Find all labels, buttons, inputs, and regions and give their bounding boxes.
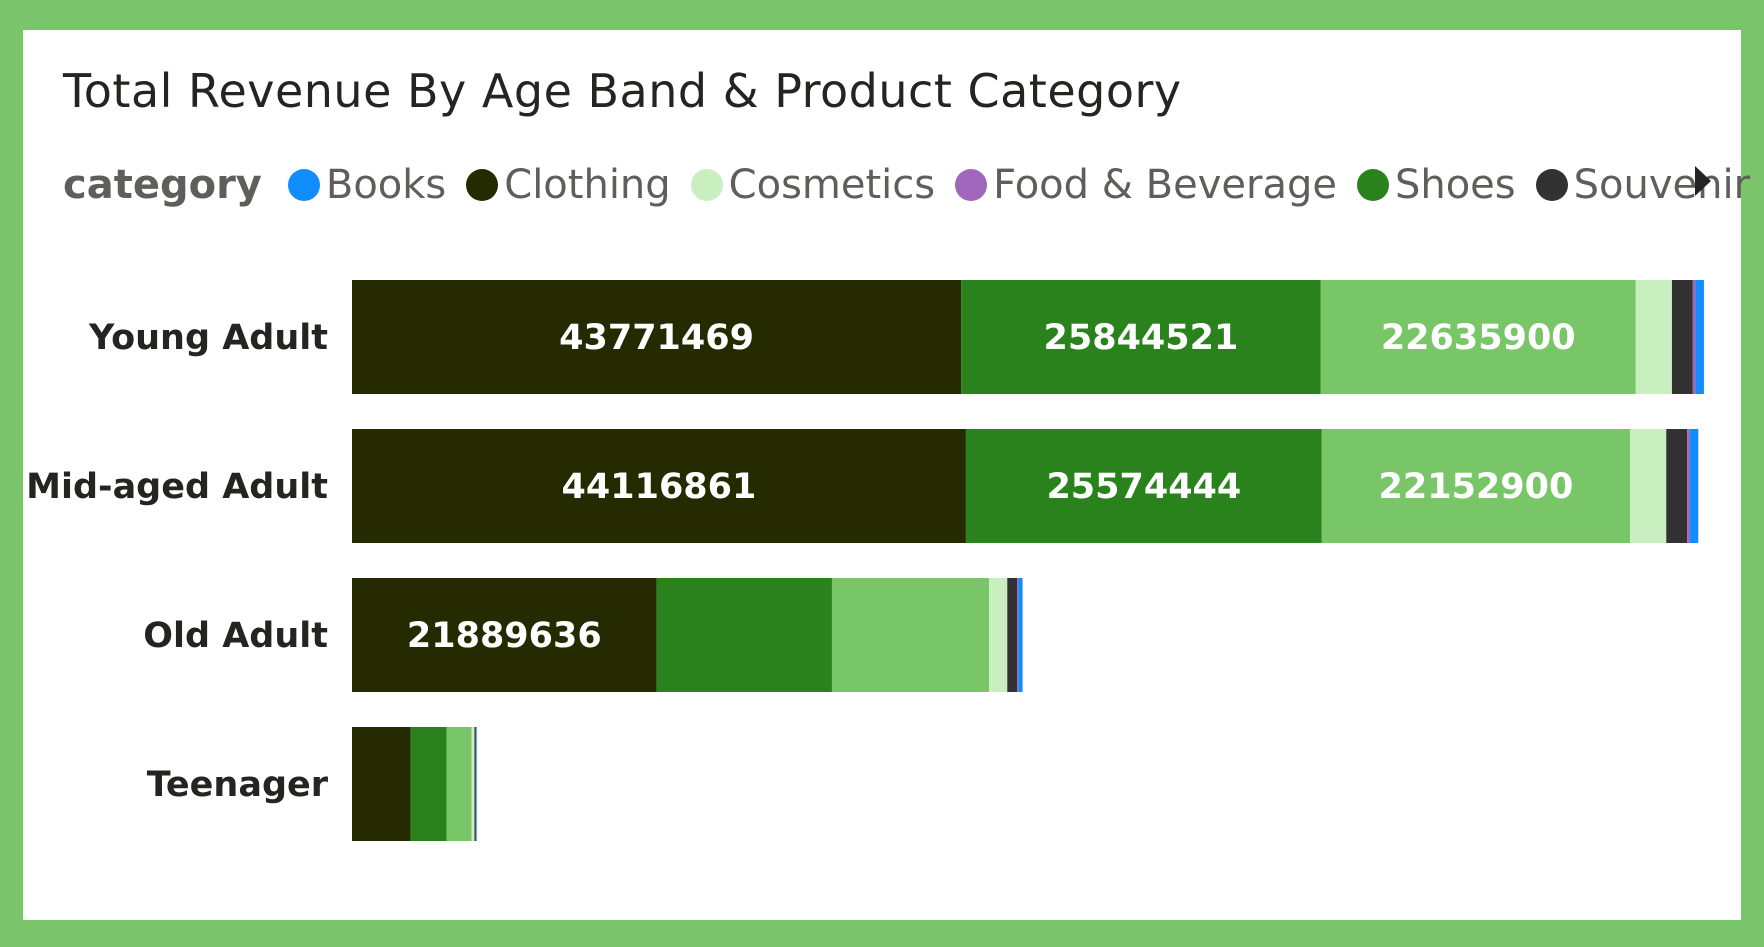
bar-segment[interactable] bbox=[965, 429, 1322, 543]
bar-segment[interactable] bbox=[446, 727, 472, 841]
legend-item-cosmetics[interactable]: Cosmetics bbox=[690, 162, 936, 208]
legend-dot-food-beverage bbox=[955, 169, 988, 201]
data-label: 22635900 bbox=[1381, 318, 1576, 358]
category-label: Teenager bbox=[147, 765, 329, 805]
legend-label: Cosmetics bbox=[728, 162, 936, 208]
data-label: 43771469 bbox=[559, 318, 754, 358]
chart-card: Total Revenue By Age Band & Product Cate… bbox=[23, 30, 1750, 920]
data-label: 44116861 bbox=[562, 467, 757, 507]
legend: category Books Clothing Cosmetics Food &… bbox=[63, 160, 1764, 210]
legend-label: Books bbox=[325, 162, 447, 208]
legend-item-books[interactable]: Books bbox=[287, 162, 447, 208]
bar-segment[interactable] bbox=[1320, 280, 1636, 394]
bar-segment[interactable] bbox=[1671, 280, 1693, 394]
bar-segment[interactable] bbox=[1687, 429, 1690, 543]
bar-segment[interactable] bbox=[1007, 578, 1018, 692]
legend-dot-shoes bbox=[1356, 169, 1389, 201]
legend-dot-books bbox=[287, 169, 320, 201]
bar-segment[interactable] bbox=[1666, 429, 1688, 543]
bar-segment[interactable] bbox=[410, 727, 447, 841]
bar-segment[interactable] bbox=[1630, 429, 1667, 543]
legend-dot-clothing bbox=[466, 169, 499, 201]
legend-item-clothing[interactable]: Clothing bbox=[466, 162, 671, 208]
bar-segment[interactable] bbox=[656, 578, 832, 692]
legend-item-food-beverage[interactable]: Food & Beverage bbox=[955, 162, 1337, 208]
bar-segment[interactable] bbox=[1695, 280, 1704, 394]
bar-segment[interactable] bbox=[989, 578, 1008, 692]
legend-label: Food & Beverage bbox=[993, 162, 1337, 208]
legend-next-arrow-icon[interactable] bbox=[1695, 166, 1711, 196]
bar-segment[interactable] bbox=[352, 280, 962, 394]
legend-label: Clothing bbox=[504, 162, 671, 208]
bar-segment[interactable] bbox=[471, 727, 475, 841]
legend-item-souvenir[interactable]: Souvenir bbox=[1535, 162, 1751, 208]
bar-segment[interactable] bbox=[1017, 578, 1019, 692]
legend-dot-cosmetics bbox=[690, 169, 723, 201]
data-label: 21889636 bbox=[407, 616, 602, 656]
legend-label: Souvenir bbox=[1573, 162, 1751, 208]
bar-segment[interactable] bbox=[476, 727, 477, 841]
bar-segment[interactable] bbox=[352, 578, 657, 692]
legend-item-shoes[interactable]: Shoes bbox=[1356, 162, 1516, 208]
bar-segment[interactable] bbox=[352, 429, 966, 543]
data-label: 22152900 bbox=[1379, 467, 1574, 507]
category-label: Young Adult bbox=[88, 318, 328, 358]
bar-chart: Young Adult 43771469 25844521 22635900 Mid-a… bbox=[26, 280, 1704, 841]
bar-segment[interactable] bbox=[352, 727, 411, 841]
legend-title: category bbox=[63, 162, 262, 208]
category-label: Mid-aged Adult bbox=[26, 467, 328, 507]
bar-segment[interactable] bbox=[1321, 429, 1631, 543]
bar-segment[interactable] bbox=[961, 280, 1321, 394]
bar-segment[interactable] bbox=[1018, 578, 1023, 692]
data-label: 25844521 bbox=[1044, 318, 1239, 358]
bar-segment[interactable] bbox=[1689, 429, 1699, 543]
bar-segment[interactable] bbox=[1692, 280, 1696, 394]
chart-title: Total Revenue By Age Band & Product Cate… bbox=[63, 64, 1182, 118]
bar-segment[interactable] bbox=[474, 727, 476, 841]
legend-dot-souvenir bbox=[1535, 169, 1568, 201]
data-label: 25574444 bbox=[1046, 467, 1241, 507]
bar-segment[interactable] bbox=[831, 578, 990, 692]
legend-label: Shoes bbox=[1394, 162, 1516, 208]
category-label: Old Adult bbox=[143, 616, 328, 656]
bar-segment[interactable] bbox=[1635, 280, 1672, 394]
